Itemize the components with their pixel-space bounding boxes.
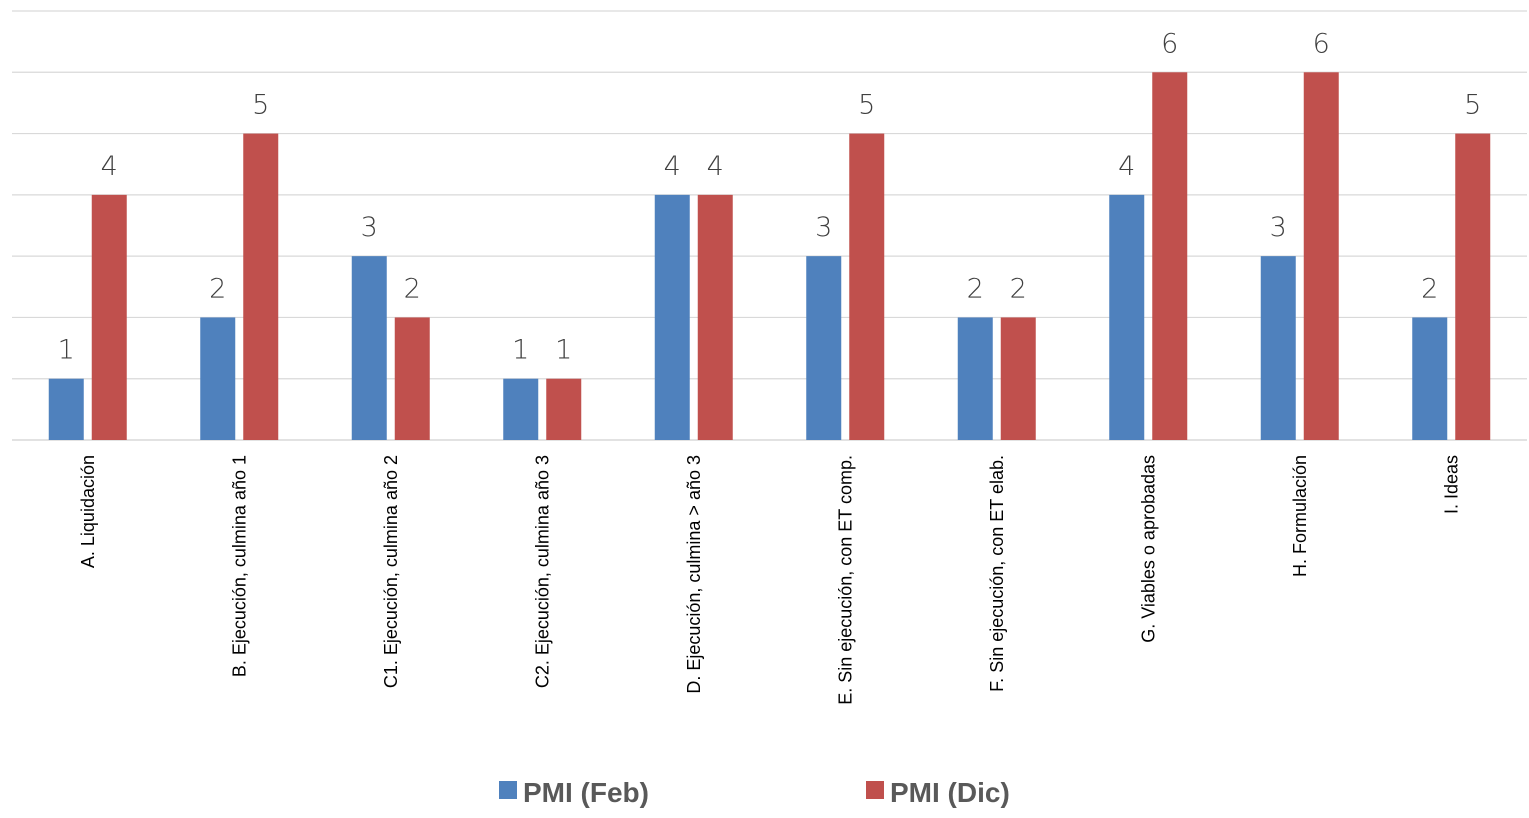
data-label: 5 — [252, 90, 269, 121]
data-label: 2 — [1010, 273, 1027, 304]
legend-label: PMI (Feb) — [523, 777, 649, 808]
legend-swatch — [499, 781, 517, 799]
data-label: 2 — [1421, 273, 1438, 304]
data-label: 5 — [858, 90, 875, 121]
data-label: 4 — [101, 151, 118, 182]
bar-feb-3 — [503, 378, 539, 440]
data-label: 6 — [1161, 28, 1178, 59]
category-label: H. Formulación — [1290, 455, 1310, 577]
data-label: 1 — [512, 335, 529, 366]
bar-dic-8 — [1303, 72, 1339, 441]
gridlines — [12, 10, 1527, 441]
legend-item-dic: PMI (Dic) — [866, 777, 1010, 808]
bar-feb-7 — [1109, 194, 1145, 440]
category-label: F. Sin ejecución, con ET elab. — [987, 455, 1007, 692]
bar-dic-1 — [243, 133, 279, 441]
data-label: 2 — [404, 273, 421, 304]
bar-feb-6 — [957, 317, 993, 440]
bar-feb-8 — [1260, 256, 1296, 440]
data-label: 2 — [967, 273, 984, 304]
category-label: A. Liquidación — [78, 455, 98, 568]
legend-label: PMI (Dic) — [890, 777, 1010, 808]
category-label: I. Ideas — [1441, 455, 1461, 514]
bar-dic-2 — [394, 317, 430, 440]
legend: PMI (Feb) PMI (Dic) — [499, 777, 1010, 808]
bar-dic-3 — [546, 378, 582, 440]
category-labels: A. Liquidación B. Ejecución, culmina año … — [78, 455, 1462, 705]
category-label: G. Viables o aprobadas — [1138, 455, 1158, 643]
bar-feb-0 — [48, 378, 84, 440]
data-label: 4 — [664, 151, 681, 182]
legend-item-feb: PMI (Feb) — [499, 777, 649, 808]
data-label: 4 — [707, 151, 724, 182]
data-label: 3 — [1270, 212, 1287, 243]
data-label: 4 — [1118, 151, 1135, 182]
bar-feb-1 — [200, 317, 236, 440]
bar-feb-5 — [806, 256, 842, 440]
bar-feb-9 — [1412, 317, 1448, 440]
bar-dic-4 — [697, 194, 733, 440]
bar-dic-0 — [91, 194, 127, 440]
category-label: C2. Ejecución, culmina año 3 — [532, 455, 552, 688]
category-label: E. Sin ejecución, con ET comp. — [835, 455, 855, 705]
legend-swatch — [866, 781, 884, 799]
category-label: C1. Ejecución, culmina año 2 — [381, 455, 401, 688]
bar-dic-5 — [849, 133, 885, 441]
bar-dic-7 — [1152, 72, 1188, 441]
data-label: 1 — [555, 335, 572, 366]
data-label: 3 — [815, 212, 832, 243]
bar-feb-2 — [351, 256, 387, 440]
data-label: 2 — [209, 273, 226, 304]
category-label: B. Ejecución, culmina año 1 — [229, 455, 249, 677]
data-label: 5 — [1464, 90, 1481, 121]
data-label: 3 — [361, 212, 378, 243]
bar-dic-9 — [1455, 133, 1491, 441]
data-label: 6 — [1313, 28, 1330, 59]
bar-feb-4 — [654, 194, 690, 440]
category-label: D. Ejecución, culmina > año 3 — [684, 455, 704, 694]
bar-dic-6 — [1000, 317, 1036, 440]
bars — [48, 72, 1491, 441]
data-label: 1 — [58, 335, 75, 366]
